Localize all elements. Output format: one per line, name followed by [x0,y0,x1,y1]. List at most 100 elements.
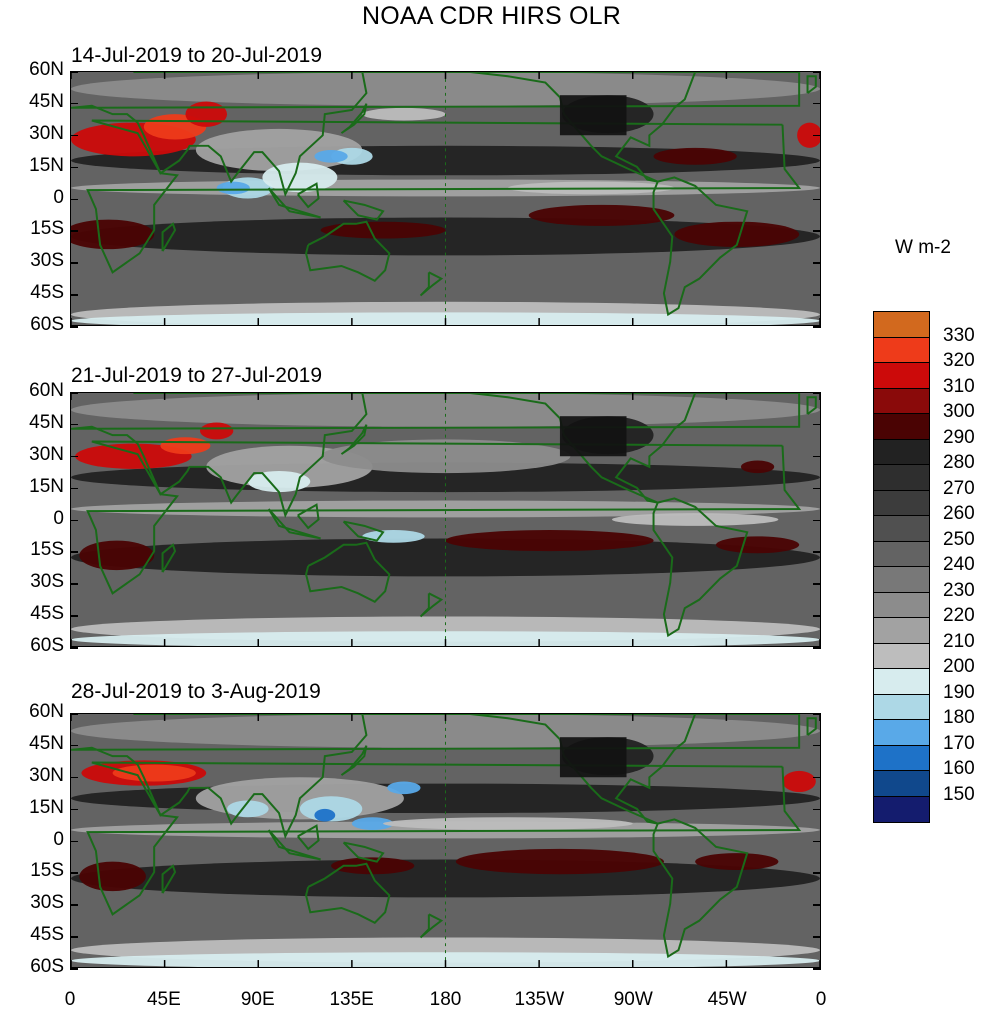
lat-tick-label: 30N [29,122,64,144]
colorbar-level-label: 310 [943,375,975,397]
coastline [297,824,320,851]
olr-field-svg [71,72,820,325]
lon-tick-label: 135W [514,989,565,1010]
lat-tick-label: 0 [53,186,64,208]
lat-tick-label: 60N [29,59,64,80]
coastline [419,271,444,297]
colorbar-segment [874,567,929,593]
lat-tick-mark [70,808,78,811]
lat-tick-mark [70,776,78,779]
colorbar-segment [874,312,929,338]
olr-contour-region [782,770,816,793]
coastline [305,541,391,603]
coastline [342,199,385,221]
lat-tick-mark [813,647,821,649]
lat-tick-mark [70,840,78,842]
coastline [297,182,320,209]
olr-contour-region [351,817,394,830]
olr-contour-region [674,221,800,247]
olr-contour-region [331,857,415,875]
lat-tick-mark [70,647,78,649]
colorbar-level-label: 210 [943,630,975,652]
field-blobs [71,72,820,325]
coastline [305,220,391,282]
panel-2-label: 21-Jul-2019 to 27-Jul-2019 [71,364,322,387]
lat-tick-mark [813,551,821,553]
olr-contour-region [383,817,633,830]
lon-tick-label: 0 [815,989,827,1010]
usa-region [559,416,627,457]
colorbar-level-label: 250 [943,528,975,550]
coastline [652,176,749,317]
colorbar-segment [874,490,929,516]
lat-tick-mark [813,519,821,521]
lat-tick-mark [813,166,821,169]
lat-tick-mark [70,326,78,328]
lat-tick-mark [813,776,821,779]
lat-tick-mark [813,455,821,458]
colorbar-level-label: 270 [943,477,975,499]
colorbar-segment [874,439,929,465]
coastline [806,396,817,415]
olr-contour-region [199,422,234,440]
lat-tick-label: 15S [30,539,64,561]
lat-tick-mark [813,808,821,811]
lat-tick-mark [813,840,821,842]
lat-tick-label: 45N [29,732,64,754]
olr-contour-region [112,764,196,782]
lat-tick-label: 15N [29,475,64,497]
colorbar-level-label: 290 [943,426,975,448]
colorbar-segment [874,618,929,644]
olr-contour-region [79,540,155,571]
lat-tick-label: 60N [29,701,64,722]
coastline [71,72,801,198]
olr-contour-region [445,530,654,552]
olr-contour-region [695,853,779,871]
colorbar-segment [874,414,929,440]
lat-tick-mark [813,583,821,585]
lat-tick-mark [70,423,78,426]
lon-tick-label: 90E [240,989,275,1010]
coastline [340,424,368,455]
panel-1-label: 14-Jul-2019 to 20-Jul-2019 [71,44,322,67]
colorbar-level-label: 200 [943,656,975,677]
lon-tick-label: 90W [613,989,653,1010]
coastline [86,761,802,916]
olr-contour-region [320,221,446,239]
olr-contour-region [262,162,338,193]
colorbar-level-label: 170 [943,732,975,754]
colorbar-segment [874,643,929,669]
colorbar-segment [874,388,929,414]
colorbar-units: W m-2 [895,237,951,258]
lat-tick-label: 30N [29,443,64,465]
coastlines [71,72,817,317]
olr-contour-region [71,821,820,839]
field-blobs [71,393,820,646]
lat-tick-label: 15S [30,218,64,240]
lon-tick-label: 180 [429,989,462,1010]
lat-tick-label: 0 [53,828,64,850]
lat-tick-label: 60S [30,314,64,335]
lat-tick-mark [70,392,78,394]
lat-tick-label: 45S [30,282,64,304]
lat-tick-mark [813,713,821,715]
colorbar-segment [874,771,929,797]
lat-tick-mark [813,198,821,200]
lat-tick-mark [70,904,78,906]
coastline [419,592,444,618]
colorbar-level-label: 260 [943,503,975,524]
map-panel-2 [70,392,821,647]
coastline [161,222,177,252]
lat-tick-mark [70,198,78,200]
olr-contour-region [314,808,336,822]
colorbar-segment [874,669,929,695]
coastline [806,717,817,736]
olr-contour-region [227,800,269,818]
lat-tick-mark [70,615,78,617]
colorbar-segment [874,465,929,491]
lat-tick-mark [813,326,821,328]
olr-field-svg [71,393,820,646]
lat-tick-mark [70,936,78,938]
usa-region [559,95,627,136]
lon-tick-label: 45E [146,989,181,1010]
